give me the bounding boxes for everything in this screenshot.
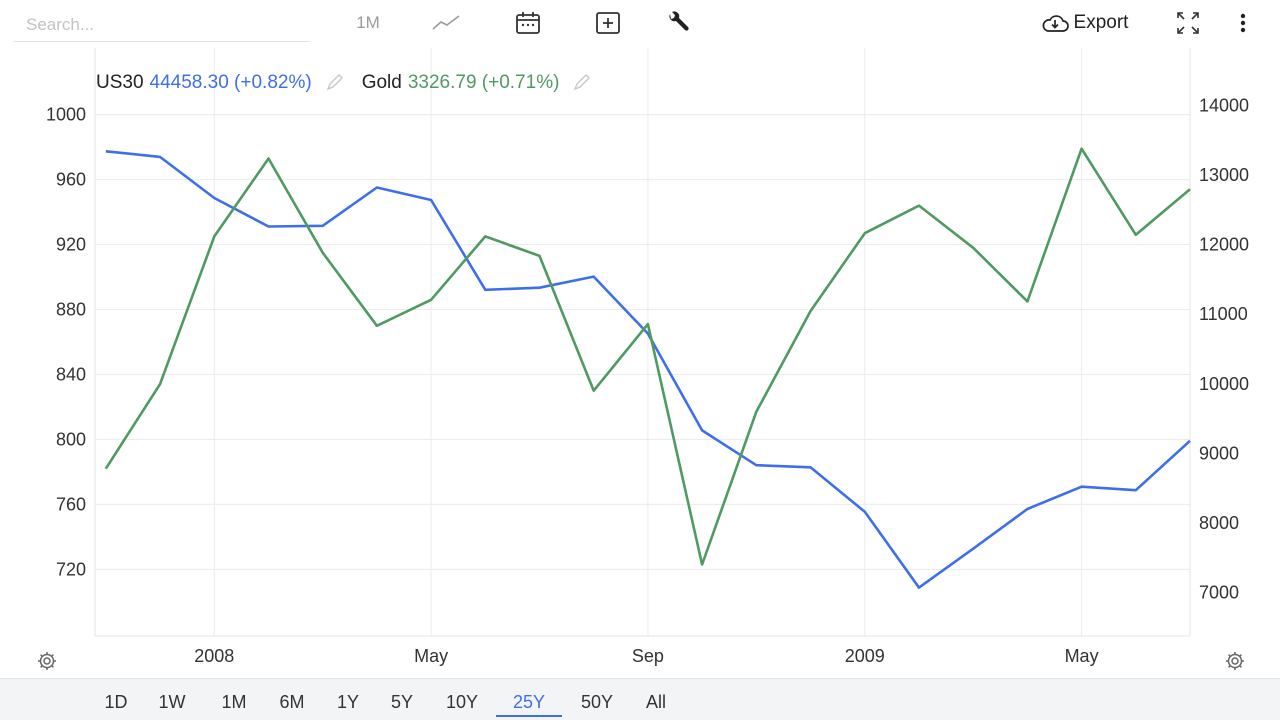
- chart: 720 760 800 840 880 920 960 1000 7000 8000 9000 10…: [46, 48, 1249, 666]
- right-axis-settings-button[interactable]: [1220, 646, 1250, 676]
- chart-legend: US30 44458.30 (+0.82%) Gold 3326.79 (+0.…: [96, 72, 609, 94]
- series-line-gold: [104, 147, 1191, 566]
- left-axis-tick-label: 1000: [46, 105, 86, 125]
- right-axis-tick-label: 11000: [1199, 304, 1248, 324]
- left-axis-tick-label: 720: [56, 559, 86, 579]
- range-1w-button[interactable]: 1W: [158, 692, 186, 712]
- series-line-us30: [105, 150, 1191, 589]
- edit-us30-button[interactable]: [324, 73, 346, 93]
- toolbar: 1M Export: [0, 0, 1280, 48]
- right-axis-tick-label: 14000: [1199, 95, 1249, 115]
- edit-gold-button[interactable]: [571, 73, 593, 93]
- gear-icon: [1226, 652, 1244, 670]
- settings-button[interactable]: [660, 6, 696, 40]
- range-50y-button[interactable]: 50Y: [580, 692, 614, 712]
- right-axis-tick-label: 8000: [1199, 513, 1239, 533]
- pencil-icon: [326, 74, 343, 91]
- wrench-icon: [669, 11, 689, 31]
- range-1d-button[interactable]: 1D: [104, 692, 128, 712]
- left-axis-tick-label: 880: [56, 300, 86, 320]
- gear-icon: [38, 652, 56, 670]
- legend-gold-name: Gold: [361, 72, 402, 93]
- x-axis-tick-label: May: [414, 646, 448, 666]
- x-axis-tick-label: Sep: [632, 646, 664, 666]
- right-axis-tick-label: 13000: [1199, 165, 1249, 185]
- add-indicator-button[interactable]: [590, 6, 626, 40]
- range-6m-button[interactable]: 6M: [279, 692, 305, 712]
- left-axis-tick-label: 760: [56, 494, 86, 514]
- cloud-download-icon: [1042, 15, 1069, 32]
- more-button[interactable]: [1228, 6, 1258, 40]
- right-axis-tick-label: 12000: [1199, 235, 1249, 255]
- range-1m-button[interactable]: 1M: [221, 692, 247, 712]
- range-25y-button[interactable]: 25Y: [496, 687, 562, 717]
- left-axis-tick-label: 960: [56, 170, 86, 190]
- date-range-button[interactable]: [510, 6, 546, 40]
- legend-us30-name: US30: [96, 72, 144, 93]
- line-chart-icon: [432, 15, 460, 30]
- left-axis-tick-label: 920: [56, 235, 86, 255]
- x-axis-tick-label: 2009: [845, 646, 885, 666]
- right-axis-tick-label: 7000: [1199, 583, 1239, 603]
- range-5y-button[interactable]: 5Y: [390, 692, 414, 712]
- interval-button[interactable]: 1M: [356, 13, 380, 32]
- fullscreen-button[interactable]: [1170, 6, 1206, 40]
- range-1y-button[interactable]: 1Y: [336, 692, 360, 712]
- range-10y-button[interactable]: 10Y: [445, 692, 479, 712]
- more-vertical-icon: [1240, 13, 1246, 33]
- export-label: Export: [1073, 12, 1129, 33]
- left-axis-tick-label: 800: [56, 429, 86, 449]
- legend-us30-value: 44458.30 (+0.82%): [149, 72, 312, 93]
- range-all-button[interactable]: All: [645, 692, 666, 712]
- pencil-icon: [574, 74, 591, 91]
- x-axis-tick-label: May: [1065, 646, 1099, 666]
- legend-gold-value: 3326.79 (+0.71%): [407, 72, 560, 93]
- right-axis-tick-label: 9000: [1199, 443, 1239, 463]
- range-selector: 1D 1W 1M 6M 1Y 5Y 10Y 25Y 50Y All: [0, 678, 1280, 720]
- fullscreen-icon: [1177, 12, 1199, 34]
- add-indicator-icon: [596, 12, 620, 34]
- chart-type-button[interactable]: [428, 6, 464, 40]
- left-axis-tick-label: 840: [56, 364, 86, 384]
- export-button[interactable]: Export: [1028, 6, 1140, 40]
- calendar-icon: [516, 12, 540, 34]
- right-axis-tick-label: 10000: [1199, 374, 1249, 394]
- x-axis-tick-label: 2008: [194, 646, 234, 666]
- left-axis-settings-button[interactable]: [32, 646, 62, 676]
- search-input[interactable]: [14, 8, 310, 42]
